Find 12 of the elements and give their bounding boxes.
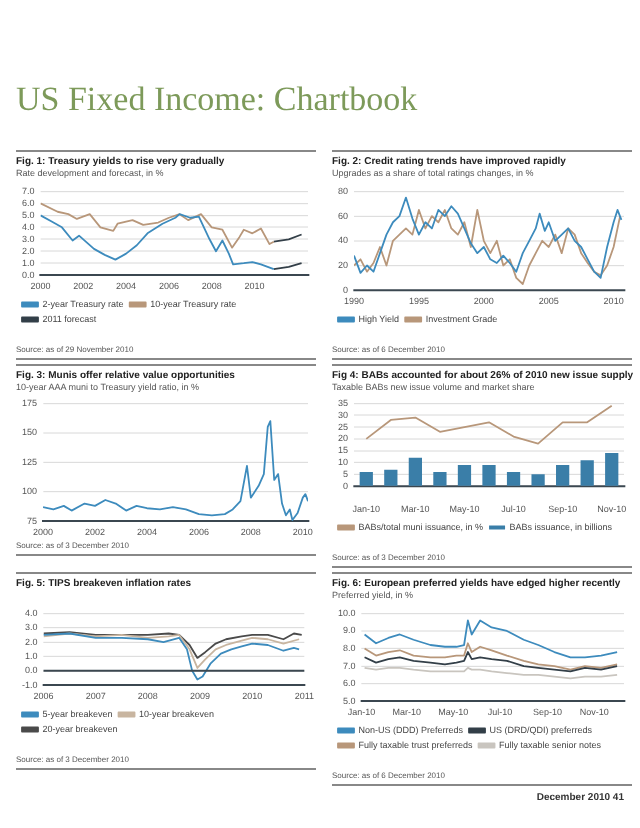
bar <box>556 464 570 486</box>
bar <box>482 464 496 486</box>
bar <box>506 472 521 486</box>
bar <box>359 472 373 486</box>
bar <box>531 474 545 486</box>
bar <box>408 457 422 486</box>
bar <box>433 472 447 486</box>
bar <box>384 469 398 486</box>
text: US Fixed Income: Chartbook <box>16 80 418 120</box>
bar <box>457 464 472 486</box>
bar <box>605 453 619 486</box>
bar <box>580 460 594 486</box>
